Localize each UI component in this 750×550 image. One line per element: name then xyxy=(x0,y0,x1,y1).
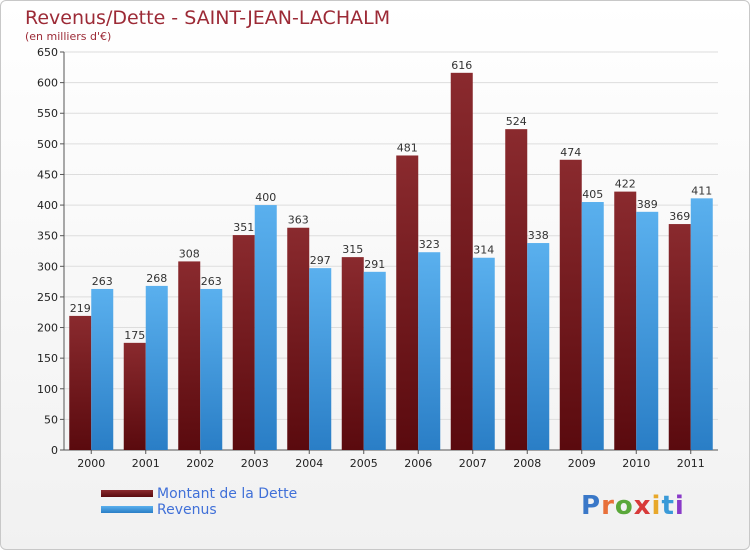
x-tick-label: 2009 xyxy=(568,457,596,470)
x-tick-label: 2004 xyxy=(295,457,323,470)
data-label: 400 xyxy=(255,191,276,204)
data-label: 411 xyxy=(691,184,712,197)
data-label: 314 xyxy=(473,244,494,257)
chart-subtitle: (en milliers d'€) xyxy=(25,30,112,43)
data-label: 263 xyxy=(201,275,222,288)
bar-revenus xyxy=(309,268,332,450)
legend-label-revenus: Revenus xyxy=(157,502,217,518)
x-tick-label: 2010 xyxy=(622,457,650,470)
data-label: 474 xyxy=(560,146,581,159)
logo-letter: r xyxy=(601,491,615,521)
x-tick-label: 2006 xyxy=(404,457,432,470)
bar-dette xyxy=(450,72,473,451)
bar-revenus xyxy=(418,252,441,450)
data-label: 616 xyxy=(451,59,472,72)
x-tick-label: 2007 xyxy=(459,457,487,470)
bar-dette xyxy=(178,261,201,450)
chart-title: Revenus/Dette - SAINT-JEAN-LACHALM xyxy=(25,7,391,29)
y-tick-label: 650 xyxy=(37,46,58,59)
bar-dette xyxy=(287,227,310,450)
logo-letter: t xyxy=(661,491,675,521)
bar-dette xyxy=(123,342,146,450)
data-label: 315 xyxy=(342,243,363,256)
proxiti-logo: Proxiti xyxy=(581,491,685,521)
bar-revenus xyxy=(254,205,277,450)
y-tick-label: 350 xyxy=(37,230,58,243)
y-tick-label: 0 xyxy=(51,444,58,457)
bar-revenus xyxy=(690,198,713,450)
data-label: 291 xyxy=(364,258,385,271)
bar-dette xyxy=(614,191,637,451)
data-label: 405 xyxy=(582,188,603,201)
bar-revenus xyxy=(527,243,550,450)
data-label: 297 xyxy=(310,254,331,267)
bar-revenus xyxy=(472,257,495,450)
data-label: 308 xyxy=(179,247,200,260)
x-tick-label: 2001 xyxy=(132,457,160,470)
bar-revenus xyxy=(200,288,223,450)
data-label: 338 xyxy=(528,229,549,242)
y-tick-label: 200 xyxy=(37,322,58,335)
bar-revenus xyxy=(581,202,604,450)
y-tick-label: 600 xyxy=(37,77,58,90)
logo-letter: i xyxy=(651,491,662,521)
data-label: 268 xyxy=(146,272,167,285)
legend-label-dette: Montant de la Dette xyxy=(157,486,298,502)
axes: 0 50 100 150 200 250 300 350 400 450 500 550 600 650 2… xyxy=(37,46,718,470)
logo-letter: i xyxy=(674,491,685,521)
bar-dette xyxy=(505,129,528,451)
bar-revenus xyxy=(145,285,168,450)
data-label: 351 xyxy=(233,221,254,234)
x-tick-label: 2005 xyxy=(350,457,378,470)
bar-dette xyxy=(396,155,419,451)
x-tick-label: 2011 xyxy=(677,457,705,470)
y-tick-label: 450 xyxy=(37,168,58,181)
data-label: 363 xyxy=(288,214,309,227)
bar-dette xyxy=(69,315,92,450)
bar-revenus xyxy=(636,211,659,450)
x-tick-label: 2003 xyxy=(241,457,269,470)
bar-dette xyxy=(668,224,691,450)
y-tick-label: 300 xyxy=(37,260,58,273)
data-label: 263 xyxy=(92,275,113,288)
y-tick-label: 550 xyxy=(37,107,58,120)
data-label: 422 xyxy=(615,178,636,191)
y-tick-label: 400 xyxy=(37,199,58,212)
y-tick-label: 150 xyxy=(37,352,58,365)
bar-revenus xyxy=(91,288,114,450)
legend-swatch-dette xyxy=(101,490,153,497)
grid-lines xyxy=(64,51,718,451)
x-tick-label: 2002 xyxy=(186,457,214,470)
data-label: 175 xyxy=(124,329,145,342)
logo-letter: o xyxy=(614,491,634,521)
x-tick-label: 2008 xyxy=(513,457,541,470)
y-tick-label: 100 xyxy=(37,383,58,396)
data-label: 524 xyxy=(506,115,527,128)
legend-swatch-revenus xyxy=(101,506,153,513)
bar-dette xyxy=(341,257,364,450)
logo-letter: P xyxy=(581,491,602,521)
y-tick-label: 50 xyxy=(44,413,58,426)
data-label: 369 xyxy=(669,210,690,223)
bar-dette xyxy=(232,235,255,450)
logo-letter: x xyxy=(633,491,652,521)
data-label: 389 xyxy=(637,198,658,211)
y-tick-label: 250 xyxy=(37,291,58,304)
x-tick-label: 2000 xyxy=(77,457,105,470)
bars xyxy=(69,72,713,451)
y-tick-label: 500 xyxy=(37,138,58,151)
bar-dette xyxy=(559,159,582,450)
data-label: 323 xyxy=(419,238,440,251)
bar-revenus xyxy=(363,271,386,450)
data-label: 481 xyxy=(397,141,418,154)
data-label: 219 xyxy=(70,302,91,315)
